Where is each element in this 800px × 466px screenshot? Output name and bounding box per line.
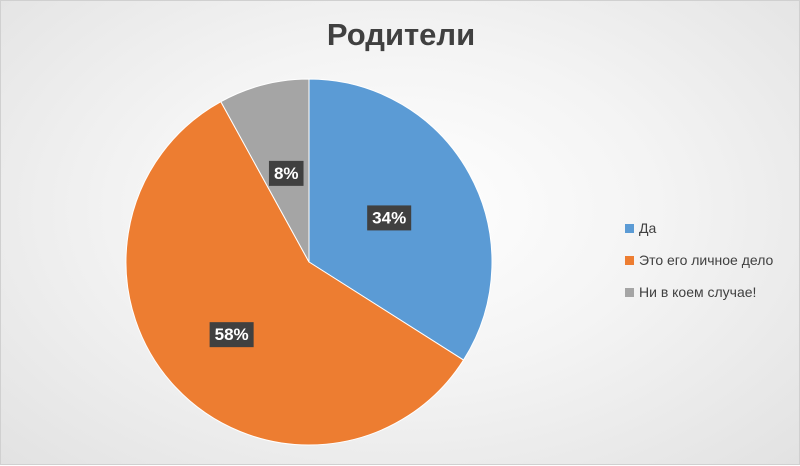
data-label-personal-matter-box xyxy=(209,322,254,348)
data-label-yes-box xyxy=(367,205,412,231)
legend-label-yes: Да xyxy=(639,220,657,236)
legend-label-personal-matter: Это его личное дело xyxy=(639,252,774,268)
data-label-yes-text: 34% xyxy=(372,208,406,227)
data-label-yes: 34% xyxy=(367,205,412,231)
data-label-personal-matter: 58% xyxy=(209,322,254,348)
legend-swatch-yes xyxy=(625,223,634,233)
legend-swatch-never xyxy=(625,287,634,297)
legend-item-yes: Да xyxy=(625,219,773,237)
legend-item-never: Ни в коем случае! xyxy=(625,283,773,301)
data-label-never: 8% xyxy=(268,160,304,186)
pie-data-labels: 34% 58% 8% xyxy=(209,160,412,348)
legend-item-personal-matter: Это его личное дело xyxy=(625,251,773,269)
data-label-never-box xyxy=(268,160,304,186)
legend-label-never: Ни в коем случае! xyxy=(639,284,757,300)
pie-slices xyxy=(125,78,493,446)
data-label-personal-matter-text: 58% xyxy=(215,325,249,344)
slice-personal-matter xyxy=(125,100,465,446)
data-label-never-text: 8% xyxy=(274,164,299,183)
legend: Да Это его личное дело Ни в коем случае! xyxy=(625,219,773,315)
slice-never xyxy=(220,78,310,263)
legend-swatch-personal-matter xyxy=(625,255,634,265)
chart-title: Родители xyxy=(326,17,476,52)
